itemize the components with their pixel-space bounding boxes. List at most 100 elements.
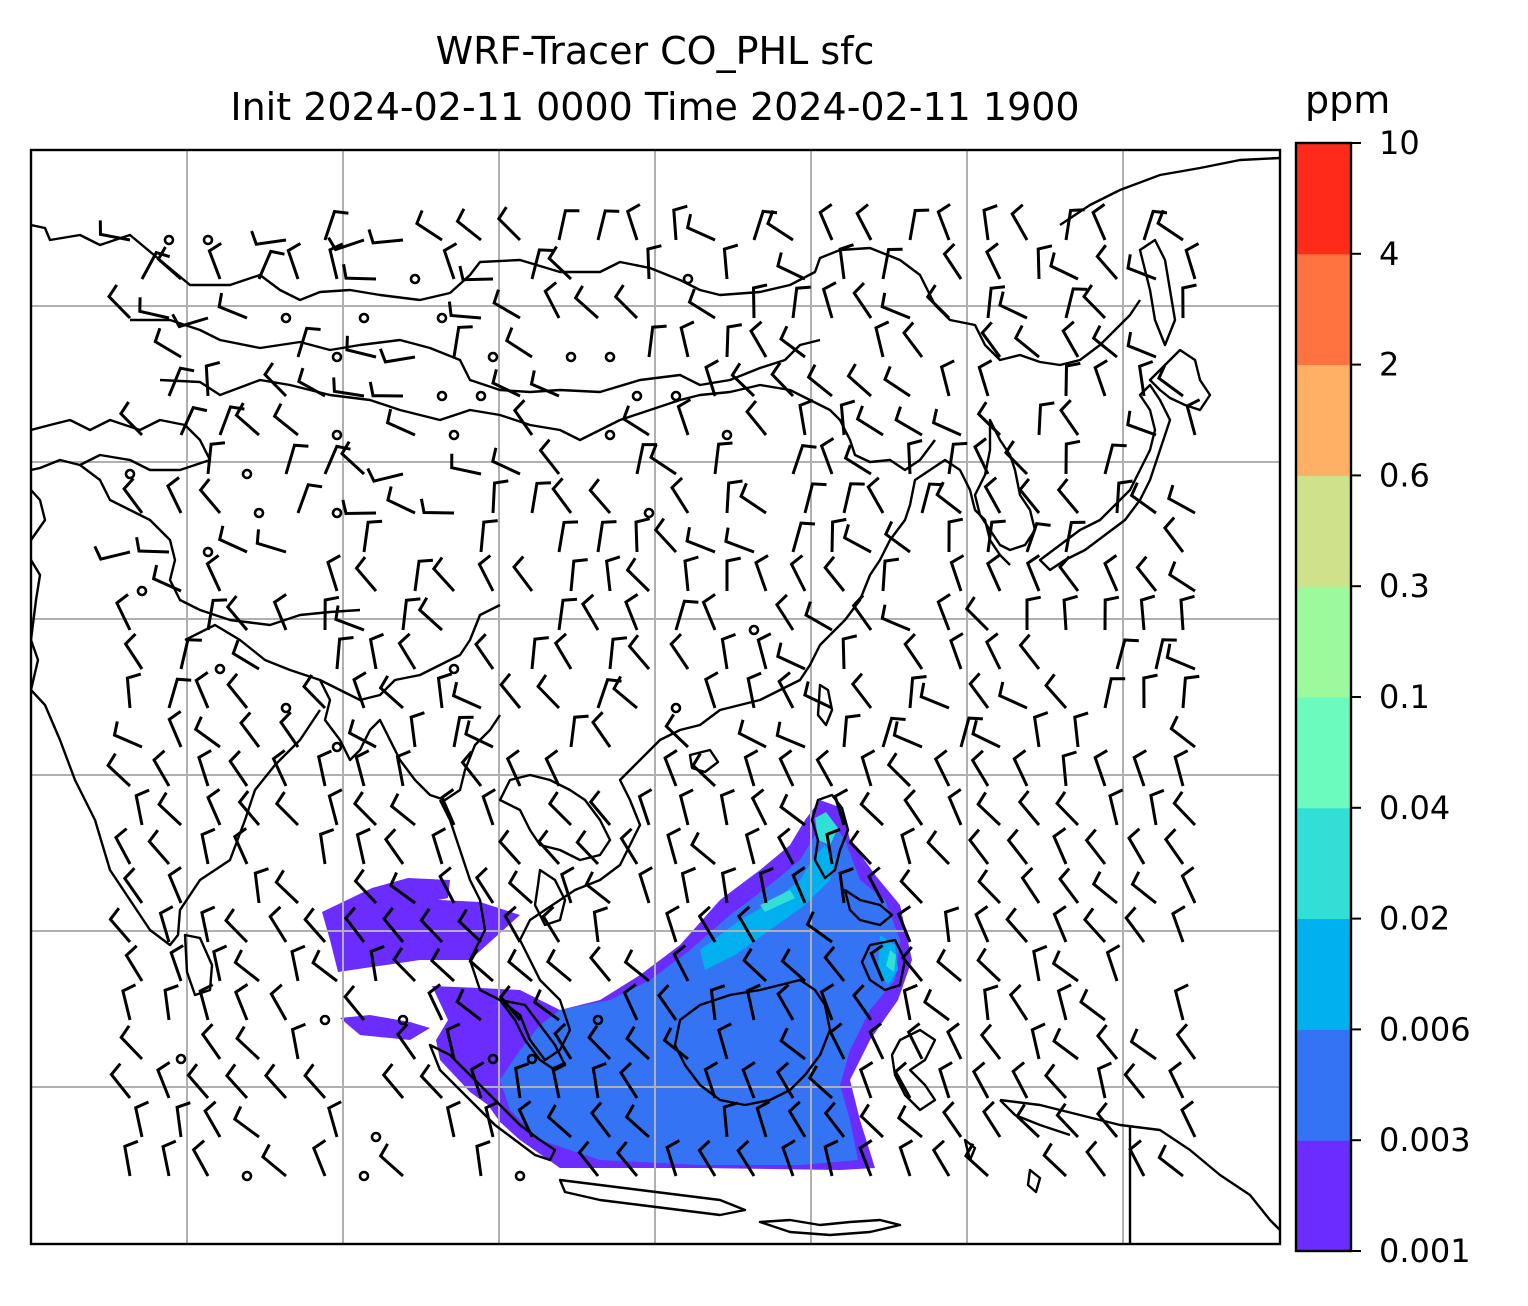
wind-barb bbox=[656, 984, 678, 1021]
wind-barb bbox=[332, 377, 365, 398]
wind-barb bbox=[237, 790, 261, 826]
japan-honshu bbox=[1038, 383, 1172, 572]
colorbar-swatches bbox=[1296, 143, 1351, 1252]
wind-barb bbox=[979, 1023, 1002, 1060]
wind-barb bbox=[557, 520, 579, 553]
wind-barb bbox=[1184, 242, 1200, 280]
wind-barb bbox=[512, 555, 534, 592]
wind-barb bbox=[1154, 638, 1177, 670]
wind-barb bbox=[575, 829, 600, 866]
wind-barb bbox=[114, 827, 132, 865]
wind-barb bbox=[577, 1140, 600, 1177]
wind-barb bbox=[722, 243, 739, 280]
colorbar-ticks: 0.001 0.003 0.006 0.02 0.04 0.1 0.3 0.6 2 4 10 bbox=[1351, 124, 1471, 1270]
wind-barb bbox=[123, 1139, 139, 1177]
wind-barb bbox=[665, 905, 680, 943]
wind-barb bbox=[175, 1101, 191, 1138]
wind-barb bbox=[920, 482, 944, 514]
wind-barb bbox=[1103, 443, 1127, 475]
wind-barb bbox=[1091, 871, 1118, 905]
wind-barb bbox=[739, 482, 767, 515]
wind-barb bbox=[1129, 1028, 1157, 1061]
wind-barb bbox=[725, 556, 742, 591]
wind-barb bbox=[880, 292, 911, 320]
wind-barb bbox=[680, 866, 697, 904]
russia-pacific-coast bbox=[1059, 156, 1280, 226]
wind-barb bbox=[234, 402, 260, 437]
wind-barb bbox=[745, 399, 768, 436]
wind-barb bbox=[1018, 477, 1041, 514]
wind-barb bbox=[980, 321, 1002, 358]
wind-barb bbox=[507, 948, 533, 983]
colorbar: 0.001 0.003 0.006 0.02 0.04 0.1 0.3 0.6 2 4 10 bbox=[1294, 124, 1471, 1270]
colorbar-swatch bbox=[1296, 918, 1351, 1030]
wind-barb bbox=[492, 289, 521, 320]
wind-barb bbox=[179, 638, 202, 670]
wind-barb bbox=[429, 947, 456, 983]
wind-barb bbox=[496, 206, 522, 242]
wind-barb bbox=[1180, 1100, 1197, 1138]
wind-barb bbox=[198, 478, 222, 514]
indochina-coast bbox=[438, 634, 831, 1062]
wind-barb bbox=[779, 1027, 806, 1061]
wind-barb bbox=[627, 634, 651, 670]
wind-barb bbox=[1171, 905, 1186, 943]
colorbar-unit-label: ppm bbox=[1305, 78, 1391, 122]
wind-barb bbox=[206, 441, 226, 475]
philippines-visayas bbox=[843, 888, 894, 927]
wind-barb bbox=[1091, 203, 1107, 241]
wind-barb bbox=[1052, 827, 1068, 865]
wind-barb bbox=[903, 789, 924, 826]
wind-barb bbox=[596, 520, 617, 553]
wind-barb bbox=[541, 905, 561, 943]
wind-barb bbox=[167, 677, 192, 709]
wind-barb bbox=[498, 985, 522, 1021]
calm-wind-marker bbox=[319, 1014, 331, 1026]
wind-barb bbox=[1032, 711, 1049, 748]
calm-wind-marker bbox=[241, 468, 253, 480]
wind-barb bbox=[124, 944, 144, 982]
wind-barb bbox=[976, 401, 1002, 437]
wind-barb bbox=[544, 749, 561, 787]
wind-barb bbox=[383, 828, 405, 865]
wind-barb bbox=[1173, 983, 1189, 1021]
wind-barb bbox=[1167, 561, 1196, 593]
wind-barb bbox=[787, 1100, 807, 1138]
wind-barb bbox=[1073, 711, 1089, 748]
wind-barb bbox=[343, 984, 366, 1021]
wind-barb bbox=[949, 632, 964, 670]
calm-wind-marker bbox=[436, 312, 448, 324]
wind-barb bbox=[986, 519, 1006, 553]
wind-barb bbox=[263, 362, 288, 398]
wind-barb bbox=[551, 1061, 567, 1099]
wind-barb bbox=[722, 1101, 738, 1138]
wind-barb bbox=[311, 949, 338, 983]
thailand-cambodia bbox=[498, 773, 612, 862]
wind-barb bbox=[397, 632, 417, 670]
wind-barb bbox=[284, 443, 309, 475]
wind-barb bbox=[683, 555, 699, 592]
wind-barb bbox=[1079, 988, 1106, 1022]
wind-barb bbox=[186, 1063, 210, 1099]
calm-wind-marker bbox=[163, 234, 175, 246]
wind-barb bbox=[255, 529, 287, 554]
wind-barb bbox=[543, 281, 561, 319]
wind-barb bbox=[935, 481, 962, 515]
wind-barb bbox=[843, 444, 872, 476]
calm-wind-marker bbox=[670, 390, 682, 402]
wind-barb bbox=[983, 984, 999, 1021]
calm-wind-marker bbox=[409, 273, 421, 285]
wind-barb bbox=[557, 597, 578, 631]
wind-barb bbox=[1169, 715, 1196, 749]
lesser-sunda bbox=[758, 1218, 902, 1237]
wind-barb bbox=[191, 1139, 210, 1177]
wind-barb bbox=[119, 1024, 144, 1061]
wind-barb bbox=[893, 1061, 912, 1099]
colorbar-tick-label: 0.04 bbox=[1379, 789, 1450, 827]
wind-barb bbox=[798, 398, 814, 436]
wind-barb bbox=[1049, 252, 1079, 281]
wind-barb bbox=[604, 555, 621, 592]
wind-barb bbox=[985, 554, 1002, 592]
wind-barb bbox=[224, 1063, 249, 1100]
wind-barb bbox=[217, 292, 248, 320]
